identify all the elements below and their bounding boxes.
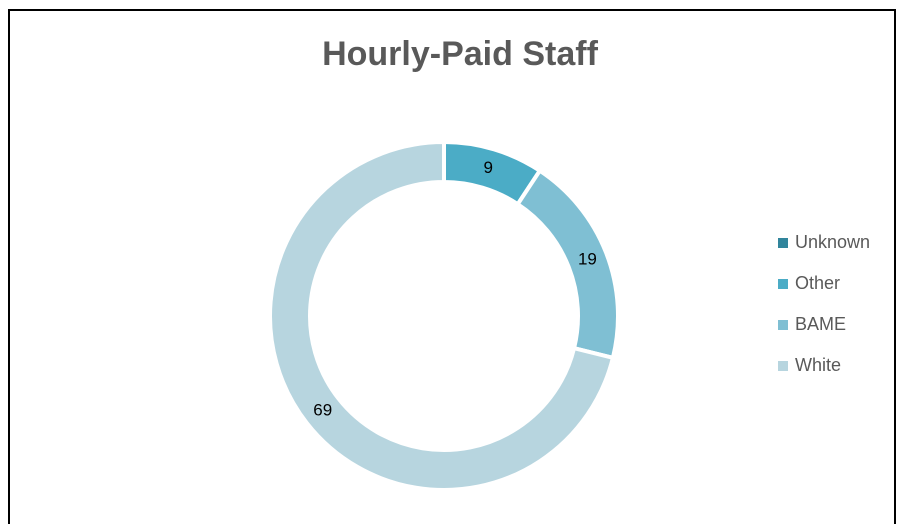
legend-swatch	[778, 238, 788, 248]
legend-label: White	[795, 355, 841, 375]
chart-frame	[8, 9, 896, 524]
donut-segment	[268, 139, 616, 492]
data-label: 69	[313, 400, 332, 419]
data-label: 19	[578, 249, 597, 268]
legend-label: BAME	[795, 314, 846, 334]
legend-label: Other	[795, 273, 840, 293]
legend-swatch	[778, 279, 788, 289]
chart-title: Hourly-Paid Staff	[322, 35, 598, 73]
legend-swatch	[778, 320, 788, 330]
legend-label: Unknown	[795, 232, 870, 252]
data-label: 9	[484, 158, 493, 177]
legend-swatch	[778, 361, 788, 371]
